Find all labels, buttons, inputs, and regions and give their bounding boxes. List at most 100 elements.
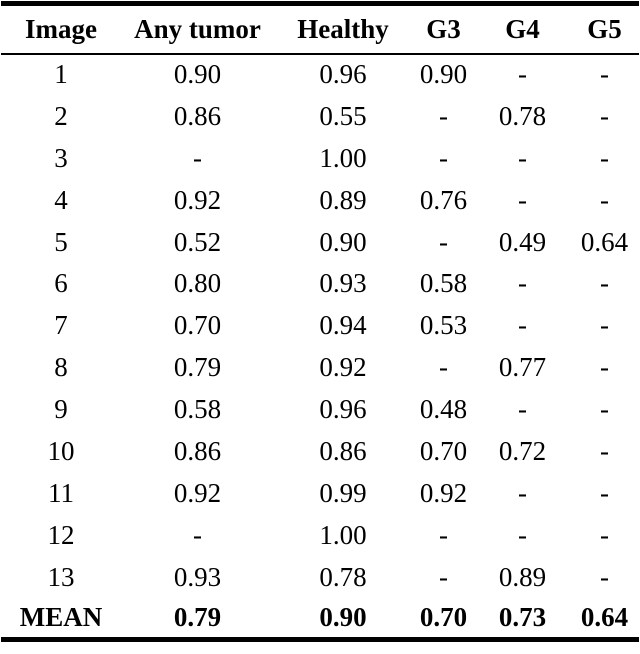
table-row: 8 0.79 0.92 - 0.77 - <box>1 347 639 389</box>
table-cell: - <box>518 310 527 341</box>
table-row: 4 0.92 0.89 0.76 - - <box>1 179 639 221</box>
table-cell: 0.58 <box>173 394 222 425</box>
table-cell: 0.92 <box>319 352 367 383</box>
table-cell: 0.64 <box>580 602 629 633</box>
table-cell: - <box>600 561 609 592</box>
table-cell: 0.70 <box>419 435 468 466</box>
table-cell: 0.92 <box>419 477 468 508</box>
table-row: 2 0.86 0.55 - 0.78 - <box>1 95 639 137</box>
table-cell: 1.00 <box>319 519 367 550</box>
header-cell-g4: G4 <box>505 13 540 44</box>
table-cell: - <box>193 142 202 173</box>
table-cell: 0.96 <box>319 59 367 90</box>
header-row: Image Any tumor Healthy G3 G4 G5 <box>1 3 639 54</box>
table-cell: 0.64 <box>580 226 629 257</box>
table-cell: 0.53 <box>419 310 468 341</box>
row-label: 9 <box>54 394 68 425</box>
table-cell: - <box>439 142 448 173</box>
table-cell: 0.90 <box>419 59 468 90</box>
table-cell: - <box>518 519 527 550</box>
row-label: MEAN <box>19 602 103 633</box>
table-cell: 0.93 <box>173 561 222 592</box>
table-cell: 0.52 <box>173 226 222 257</box>
table-row: 3 - 1.00 - - - <box>1 137 639 179</box>
row-label: 4 <box>54 184 68 215</box>
table-cell: - <box>193 519 202 550</box>
table-row: 6 0.80 0.93 0.58 - - <box>1 263 639 305</box>
table-cell: 0.72 <box>498 435 547 466</box>
table-cell: 0.79 <box>173 352 222 383</box>
table-cell: 0.78 <box>319 561 367 592</box>
header-cell-g5: G5 <box>587 13 622 44</box>
row-label: 11 <box>48 477 74 508</box>
table-cell: - <box>600 184 609 215</box>
table-cell: - <box>518 394 527 425</box>
table-cell: - <box>600 519 609 550</box>
results-table: Image Any tumor Healthy G3 G4 G5 1 0.90 … <box>1 1 639 642</box>
table-cell: 0.55 <box>319 100 367 131</box>
table-cell: 0.92 <box>173 477 222 508</box>
table-cell: 0.76 <box>419 184 468 215</box>
table-cell: 0.70 <box>173 310 222 341</box>
table-cell: - <box>439 352 448 383</box>
table-cell: 0.90 <box>173 59 222 90</box>
row-label: 7 <box>54 310 68 341</box>
table-cell: 0.78 <box>498 100 547 131</box>
table-cell: - <box>439 561 448 592</box>
table-cell: 0.79 <box>173 602 222 633</box>
row-label: 12 <box>47 519 75 550</box>
table-cell: - <box>518 477 527 508</box>
table-cell: - <box>518 184 527 215</box>
table-row: 9 0.58 0.96 0.48 - - <box>1 389 639 431</box>
table-cell: - <box>439 226 448 257</box>
table-cell: - <box>439 519 448 550</box>
table-cell: 1.00 <box>319 142 367 173</box>
table-cell: - <box>600 394 609 425</box>
table-cell: 0.93 <box>319 268 367 299</box>
table-cell: 0.49 <box>498 226 547 257</box>
table-cell: 0.86 <box>173 435 222 466</box>
row-label: 5 <box>54 226 68 257</box>
table-row: 10 0.86 0.86 0.70 0.72 - <box>1 431 639 473</box>
table-cell: 0.89 <box>319 184 367 215</box>
row-label: 10 <box>47 435 75 466</box>
table-cell: 0.70 <box>419 602 468 633</box>
table-cell: - <box>518 59 527 90</box>
table-cell: 0.94 <box>319 310 367 341</box>
table-cell: - <box>600 100 609 131</box>
table-cell: 0.86 <box>173 100 222 131</box>
table-cell: - <box>518 142 527 173</box>
table-cell: - <box>600 59 609 90</box>
row-label: 8 <box>54 352 68 383</box>
table-cell: - <box>518 268 527 299</box>
table-cell: 0.96 <box>319 394 367 425</box>
header-cell-g3: G3 <box>426 13 461 44</box>
table-row: 5 0.52 0.90 - 0.49 0.64 <box>1 221 639 263</box>
table-cell: 0.89 <box>498 561 547 592</box>
table-row: 13 0.93 0.78 - 0.89 - <box>1 556 639 598</box>
table-cell: - <box>600 435 609 466</box>
table-row-mean: MEAN 0.79 0.90 0.70 0.73 0.64 <box>1 598 639 640</box>
table-row: 1 0.90 0.96 0.90 - - <box>1 54 639 96</box>
table-cell: 0.80 <box>173 268 222 299</box>
row-label: 6 <box>54 268 68 299</box>
table-cell: 0.90 <box>319 226 367 257</box>
header-cell-healthy: Healthy <box>297 13 389 44</box>
table-row: 12 - 1.00 - - - <box>1 514 639 556</box>
table-cell: 0.99 <box>319 477 367 508</box>
table-cell: - <box>600 142 609 173</box>
row-label: 1 <box>54 59 68 90</box>
row-label: 3 <box>54 142 68 173</box>
table-cell: 0.73 <box>498 602 547 633</box>
row-label: 13 <box>47 561 75 592</box>
row-label: 2 <box>54 100 68 131</box>
table-cell: 0.90 <box>319 602 367 633</box>
table-cell: 0.86 <box>319 435 367 466</box>
header-cell-any-tumor: Any tumor <box>134 13 261 44</box>
table-cell: - <box>439 100 448 131</box>
header-cell-image: Image <box>25 13 97 44</box>
table-cell: 0.92 <box>173 184 222 215</box>
table-cell: - <box>600 268 609 299</box>
table-row: 7 0.70 0.94 0.53 - - <box>1 305 639 347</box>
